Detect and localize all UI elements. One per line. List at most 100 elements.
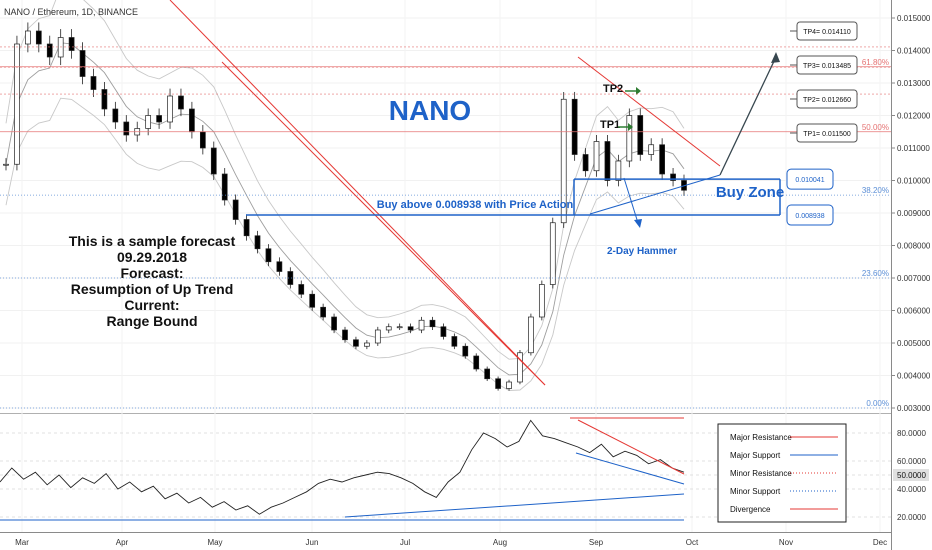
candle-body [178,95,184,110]
hammer-arrow-head [634,219,642,228]
price-tick-label: 0.010000 [897,177,931,186]
candle-body [560,98,567,224]
candle-body [342,329,348,341]
rsi-layer [0,417,891,521]
forecast-line-3: Forecast: [120,265,183,281]
time-tick-label: Sep [589,538,604,547]
buy-zone-bottom-tag [786,204,834,226]
candle-body [276,261,283,272]
candle-body [549,222,556,285]
tp2-marker-label: TP2 [603,83,623,95]
time-tick-label: Jul [400,538,410,547]
time-tick-label: Aug [493,538,507,547]
candle-body [243,219,250,237]
forecast-line-5: Current: [124,297,179,313]
forecast-line-6: Range Bound [107,313,198,329]
candle-body [418,319,425,331]
time-tick-label: Mar [15,538,29,547]
price-tick-label: 0.005000 [897,339,931,348]
legend-box: Major Resistance Major Support Minor Res… [717,423,847,523]
tp2-marker-arrowhead [636,87,641,95]
candle-body [46,43,53,58]
candle-body [364,342,370,347]
candle-body [167,95,173,123]
projection-arrow-head [771,52,780,63]
candle-body [517,352,523,383]
candle-body [396,326,403,329]
band-line [5,42,685,376]
price-tick-label: 0.006000 [897,307,931,316]
candle-body [320,306,326,318]
tp-callout-label: TP2= 0.012660 [803,97,851,104]
candle-body [309,293,316,308]
legend-label-divergence: Divergence [730,505,771,514]
price-tick-label: 0.015000 [897,14,931,23]
candle-body [495,378,501,389]
candle-body [407,326,414,331]
candle-body [374,329,381,344]
price-axis-labels: 0.015000 0.014000 0.013000 0.012000 0.011000… [891,14,931,522]
buy-zone-label: Buy Zone [716,184,784,201]
candle-body [68,37,75,51]
candle-body [506,381,512,389]
candle-body [462,345,469,357]
candle-body [287,271,294,285]
rsi-current-tag [893,469,929,481]
time-axis-labels: Mar Apr May Jun Jul Aug Sep Oct Nov Dec [15,538,887,547]
candle-body [571,98,578,155]
price-tick-label: 0.014000 [897,47,931,56]
chart-title: NANO [389,95,471,126]
rsi-tick-label: 60.0000 [897,457,926,466]
candle-body [199,131,206,149]
price-tick-label: 0.013000 [897,79,931,88]
rsi-minor-support [575,452,685,485]
price-tick-label: 0.004000 [897,372,931,381]
forecast-line-2: 09.29.2018 [117,249,187,265]
hammer-arrow-line [623,177,639,224]
tp1-marker-arrowhead [628,123,633,131]
buy-zone-top-tag [786,168,834,190]
tp-callout-label: TP4= 0.014110 [803,29,851,36]
fib-level-label: 50.00% [862,123,889,132]
candle-body [123,121,130,136]
candle-body [484,368,491,380]
fib-level-label: 61.80% [862,58,889,67]
time-tick-label: Dec [873,538,887,547]
fib-level-label: 38.20% [862,186,889,195]
candle-body [90,76,97,90]
hammer-label: 2-Day Hammer [607,246,677,257]
minor-downtrend-line [577,56,721,167]
candle-body [189,108,195,133]
major-downtrend-line-2 [221,61,546,386]
grid-layer [0,0,891,532]
time-tick-label: Jun [306,538,319,547]
buy-zone-tag-label: 0.010041 [795,177,824,184]
candle-body [353,339,359,347]
candle-body [659,144,665,175]
candle-body [440,326,447,337]
candle-body [156,115,162,123]
forecast-line-1: This is a sample forecast [69,233,236,249]
price-tick-label: 0.003000 [897,404,931,413]
candle-body [14,43,20,165]
candle-body [429,319,436,328]
price-tick-label: 0.008000 [897,242,931,251]
legend-label-major-support: Major Support [730,451,781,460]
candle-body [145,115,152,129]
buy-zone-tag-label: 0.008938 [795,213,824,220]
candle-body [473,355,480,370]
candle-body [593,141,600,172]
price-tick-label: 0.007000 [897,274,931,283]
tp-callout-label: TP3= 0.013485 [803,63,851,70]
fib-level-label: 0.00% [866,399,889,408]
price-tick-label: 0.012000 [897,112,931,121]
tp1-marker-label: TP1 [600,119,620,131]
band-line [5,0,685,360]
forecast-line-4: Resumption of Up Trend [71,281,234,297]
candle-body [221,173,228,201]
overlay-layer: 61.80% 50.00% 38.20% 23.60% 0.00% 0.010041 0.0… [0,0,891,409]
candle-body [451,336,458,347]
legend-label-minor-support: Minor Support [730,487,781,496]
candle-body [265,248,272,263]
candle-body [101,89,108,110]
